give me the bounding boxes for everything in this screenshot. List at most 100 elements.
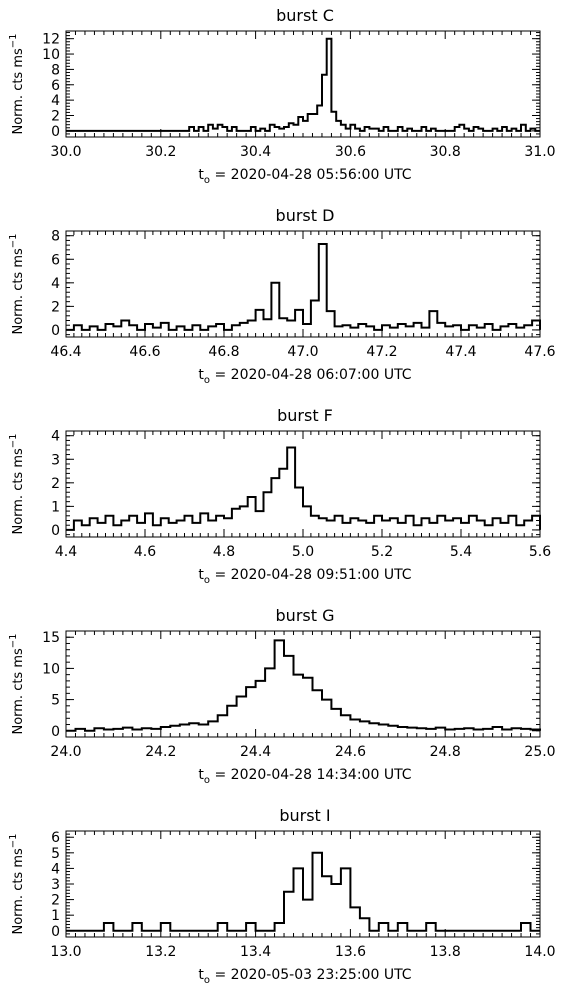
y-tick-label: 15 (42, 630, 60, 646)
x-tick-label: 46.6 (129, 344, 160, 360)
x-axis-label-text: = 2020-04-28 14:34:00 UTC (210, 767, 412, 783)
x-axis-label-prefix: t (198, 367, 204, 383)
x-tick-label: 30.0 (50, 144, 81, 160)
x-axis-label-prefix: t (198, 567, 204, 583)
plot-frame (65, 630, 541, 738)
y-tick-label: 2 (51, 476, 60, 492)
y-axis-label-text: Norm. cts ms (11, 448, 26, 535)
x-tick-label: 5.0 (292, 544, 314, 560)
x-axis-label-prefix: t (198, 167, 204, 183)
y-axis-label-exponent: −1 (8, 833, 19, 848)
x-tick-label: 31.0 (524, 144, 555, 160)
series-line (66, 851, 540, 932)
y-tick-label: 0 (51, 724, 60, 740)
y-axis-label: Norm. cts ms−1 (8, 233, 26, 334)
y-tick-label: 8 (51, 229, 60, 245)
y-tick-label: 6 (51, 252, 60, 268)
y-tick-label: 0 (51, 924, 60, 940)
x-tick-label: 14.0 (524, 944, 555, 960)
burst-panel-2: burst F 4.4 4.6 4.8 5.0 5.2 5.4 5.6 0 1 2 3 4 Norm. c… (8, 406, 551, 586)
x-tick-label: 24.4 (240, 744, 271, 760)
y-axis-label-text: Norm. cts ms (11, 248, 26, 335)
y-tick-label: 4 (51, 429, 60, 445)
y-tick-label: 0 (51, 124, 60, 140)
x-tick-label: 30.4 (240, 144, 271, 160)
x-tick-label: 47.2 (366, 344, 397, 360)
y-axis-label: Norm. cts ms−1 (8, 633, 26, 734)
x-axis-label-subscript: o (204, 175, 210, 186)
x-tick-label: 47.0 (287, 344, 318, 360)
y-axis-label: Norm. cts ms−1 (8, 833, 26, 934)
y-tick-label: 5 (51, 693, 60, 709)
x-tick-label: 13.2 (145, 944, 176, 960)
y-tick-label: 10 (42, 661, 60, 677)
x-axis-label-text: = 2020-04-28 05:56:00 UTC (210, 167, 412, 183)
x-tick-label: 47.4 (445, 344, 476, 360)
y-axis-label-exponent: −1 (8, 433, 19, 448)
x-tick-label: 13.4 (240, 944, 271, 960)
x-axis-label: to = 2020-04-28 05:56:00 UTC (198, 167, 411, 186)
y-tick-label: 0 (51, 323, 60, 339)
x-tick-label: 4.6 (134, 544, 156, 560)
x-tick-label: 5.2 (371, 544, 393, 560)
x-tick-label: 24.8 (430, 744, 461, 760)
y-axis-label-exponent: −1 (8, 233, 19, 248)
y-tick-label: 6 (51, 830, 60, 846)
y-tick-label: 6 (51, 78, 60, 94)
x-axis-label-text: = 2020-04-28 09:51:00 UTC (210, 567, 412, 583)
x-tick-label: 24.6 (335, 744, 366, 760)
x-tick-label: 47.6 (524, 344, 555, 360)
burst-panel-3: burst G 24.0 24.2 24.4 24.6 24.8 25.0 0 5 10 15 Nor… (8, 606, 556, 786)
y-axis-label-exponent: −1 (8, 33, 19, 48)
x-axis-label-subscript: o (204, 775, 210, 786)
y-axis-label-text: Norm. cts ms (11, 648, 26, 735)
x-tick-label: 4.4 (55, 544, 77, 560)
x-tick-label: 25.0 (524, 744, 555, 760)
x-tick-label: 13.8 (430, 944, 461, 960)
y-tick-label: 2 (51, 893, 60, 909)
x-axis-label-text: = 2020-04-28 06:07:00 UTC (210, 367, 412, 383)
y-tick-label: 0 (51, 523, 60, 539)
x-tick-label: 13.0 (50, 944, 81, 960)
chart-title: burst G (276, 606, 335, 625)
y-tick-label: 4 (51, 276, 60, 292)
x-axis-label: to = 2020-04-28 09:51:00 UTC (198, 567, 411, 586)
x-tick-label: 24.2 (145, 744, 176, 760)
y-tick-label: 4 (51, 93, 60, 109)
burst-panel-1: burst D 46.4 46.6 46.8 47.0 47.2 47.4 47.6 0 2 4 6 8… (8, 206, 556, 386)
burst-panel-0: burst C 30.0 30.2 30.4 30.6 30.8 31.0 024681012… (8, 6, 556, 186)
x-axis-label-subscript: o (204, 375, 210, 386)
series-line (66, 243, 541, 331)
x-tick-label: 46.4 (50, 344, 81, 360)
x-axis-label-text: = 2020-05-03 23:25:00 UTC (210, 967, 412, 983)
y-tick-label: 3 (51, 452, 60, 468)
x-tick-label: 30.6 (335, 144, 366, 160)
x-axis-label: to = 2020-05-03 23:25:00 UTC (198, 967, 411, 986)
y-tick-label: 3 (51, 877, 60, 893)
chart-title: burst I (279, 806, 330, 825)
chart-title: burst C (276, 6, 334, 25)
y-tick-label: 4 (51, 861, 60, 877)
y-tick-label: 10 (42, 47, 60, 63)
y-tick-label: 1 (51, 908, 60, 924)
x-tick-label: 24.0 (50, 744, 81, 760)
series-line (66, 446, 541, 531)
y-axis-label-text: Norm. cts ms (11, 48, 26, 135)
y-axis-label: Norm. cts ms−1 (8, 433, 26, 534)
y-tick-label: 5 (51, 846, 60, 862)
x-tick-label: 5.6 (529, 544, 551, 560)
y-tick-label: 2 (51, 299, 60, 315)
x-tick-label: 46.8 (208, 344, 239, 360)
x-axis-label-prefix: t (198, 767, 204, 783)
x-tick-label: 30.8 (430, 144, 461, 160)
y-tick-label: 2 (51, 108, 60, 124)
y-tick-label: 12 (42, 32, 60, 48)
chart-title: burst F (277, 406, 333, 425)
y-axis-label: Norm. cts ms−1 (8, 33, 26, 134)
series-line (66, 639, 541, 732)
series-line (66, 37, 540, 132)
y-tick-label: 1 (51, 499, 60, 515)
x-axis-label-subscript: o (204, 575, 210, 586)
